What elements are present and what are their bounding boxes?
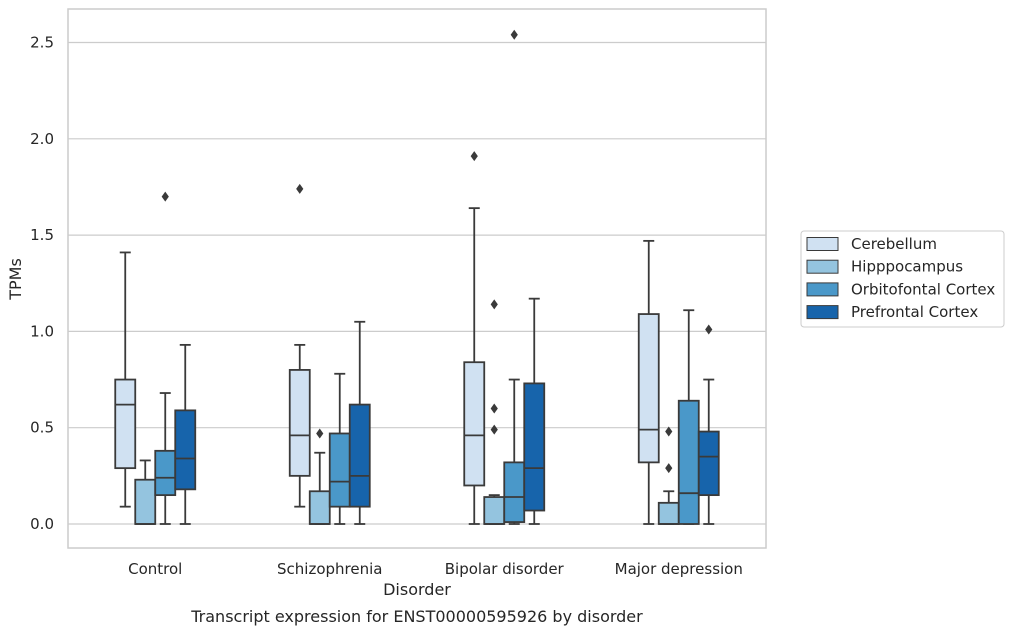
outlier-point	[490, 424, 498, 435]
box-rect	[308, 490, 331, 525]
series-hipppocampus	[134, 299, 680, 525]
legend-item: Cerebellum	[806, 235, 937, 253]
legend-items: Cerebellum Hipppocampus Orbitofontal Corte…	[806, 235, 995, 321]
box-rect	[114, 378, 137, 470]
box-rect	[328, 432, 351, 508]
box-rect	[637, 313, 660, 464]
legend-swatch	[806, 259, 839, 274]
box	[308, 428, 331, 525]
y-tick-label: 0.5	[30, 419, 54, 437]
box	[483, 299, 506, 525]
box-rect	[134, 478, 157, 525]
x-tick-label: Control	[128, 560, 182, 578]
y-tick-labels: 0.0 0.5 1.0 1.5 2.0 2.5	[30, 34, 54, 534]
box-rect	[288, 369, 311, 477]
outlier-point	[705, 324, 713, 335]
x-tick-label: Major depression	[615, 560, 743, 578]
legend-item: Prefrontal Cortex	[806, 303, 978, 321]
x-axis-label: Disorder	[383, 580, 451, 599]
legend-swatch	[806, 237, 839, 251]
box	[174, 343, 197, 525]
box	[114, 251, 137, 508]
box-rect	[523, 382, 546, 512]
box-rect	[483, 496, 506, 525]
outlier-point	[470, 151, 478, 162]
box	[328, 372, 351, 525]
box-rect	[657, 501, 680, 525]
outlier-point	[316, 428, 324, 439]
x-tick-label: Schizophrenia	[277, 560, 382, 578]
box	[657, 426, 680, 525]
box-rect	[503, 461, 526, 523]
box	[697, 324, 720, 525]
outlier-point	[665, 463, 673, 474]
box-rect	[154, 449, 177, 497]
y-tick-label: 0.0	[30, 515, 54, 533]
box	[503, 29, 526, 525]
box	[523, 297, 546, 525]
legend-frame	[800, 230, 1005, 328]
box-rect	[348, 403, 371, 508]
box	[348, 320, 371, 525]
outlier-point	[161, 191, 169, 202]
legend-label: Prefrontal Cortex	[851, 303, 978, 321]
y-tick-label: 1.0	[30, 322, 54, 340]
legend-label: Hipppocampus	[851, 258, 963, 276]
x-tick-labels: Control Schizophrenia Bipolar disorder Majo…	[128, 560, 743, 578]
y-tick-label: 2.0	[30, 130, 54, 148]
box	[288, 183, 311, 508]
box	[463, 151, 486, 525]
legend: Cerebellum Hipppocampus Orbitofontal Corte…	[800, 230, 1005, 328]
plot-frame	[67, 8, 767, 549]
series-prefrontal-cortex	[174, 297, 720, 525]
chart-caption: Transcript expression for ENST0000059592…	[190, 607, 643, 626]
box-rect	[463, 361, 486, 487]
legend-label: Cerebellum	[851, 235, 937, 253]
series-orbitofontal-cortex	[154, 29, 700, 525]
legend-item: Orbitofontal Cortex	[806, 280, 995, 298]
series-cerebellum	[114, 151, 660, 525]
legend-swatch	[806, 282, 839, 297]
box	[637, 239, 660, 525]
box	[134, 459, 157, 525]
y-tick-label: 1.5	[30, 226, 54, 244]
box-series	[114, 29, 720, 525]
box-rect	[677, 399, 700, 525]
box-rect	[174, 409, 197, 491]
legend-label: Orbitofontal Cortex	[851, 280, 995, 298]
legend-swatch	[806, 305, 839, 320]
outlier-point	[665, 426, 673, 437]
box-rect	[697, 430, 720, 497]
legend-item: Hipppocampus	[806, 258, 963, 276]
outlier-point	[490, 299, 498, 310]
y-tick-label: 2.5	[30, 34, 54, 52]
y-axis-label: TPMs	[6, 258, 25, 301]
outlier-point	[510, 29, 518, 40]
x-tick-label: Bipolar disorder	[445, 560, 565, 578]
outlier-point	[296, 183, 304, 194]
box	[154, 191, 177, 525]
outlier-point	[490, 403, 498, 414]
box	[677, 309, 700, 525]
